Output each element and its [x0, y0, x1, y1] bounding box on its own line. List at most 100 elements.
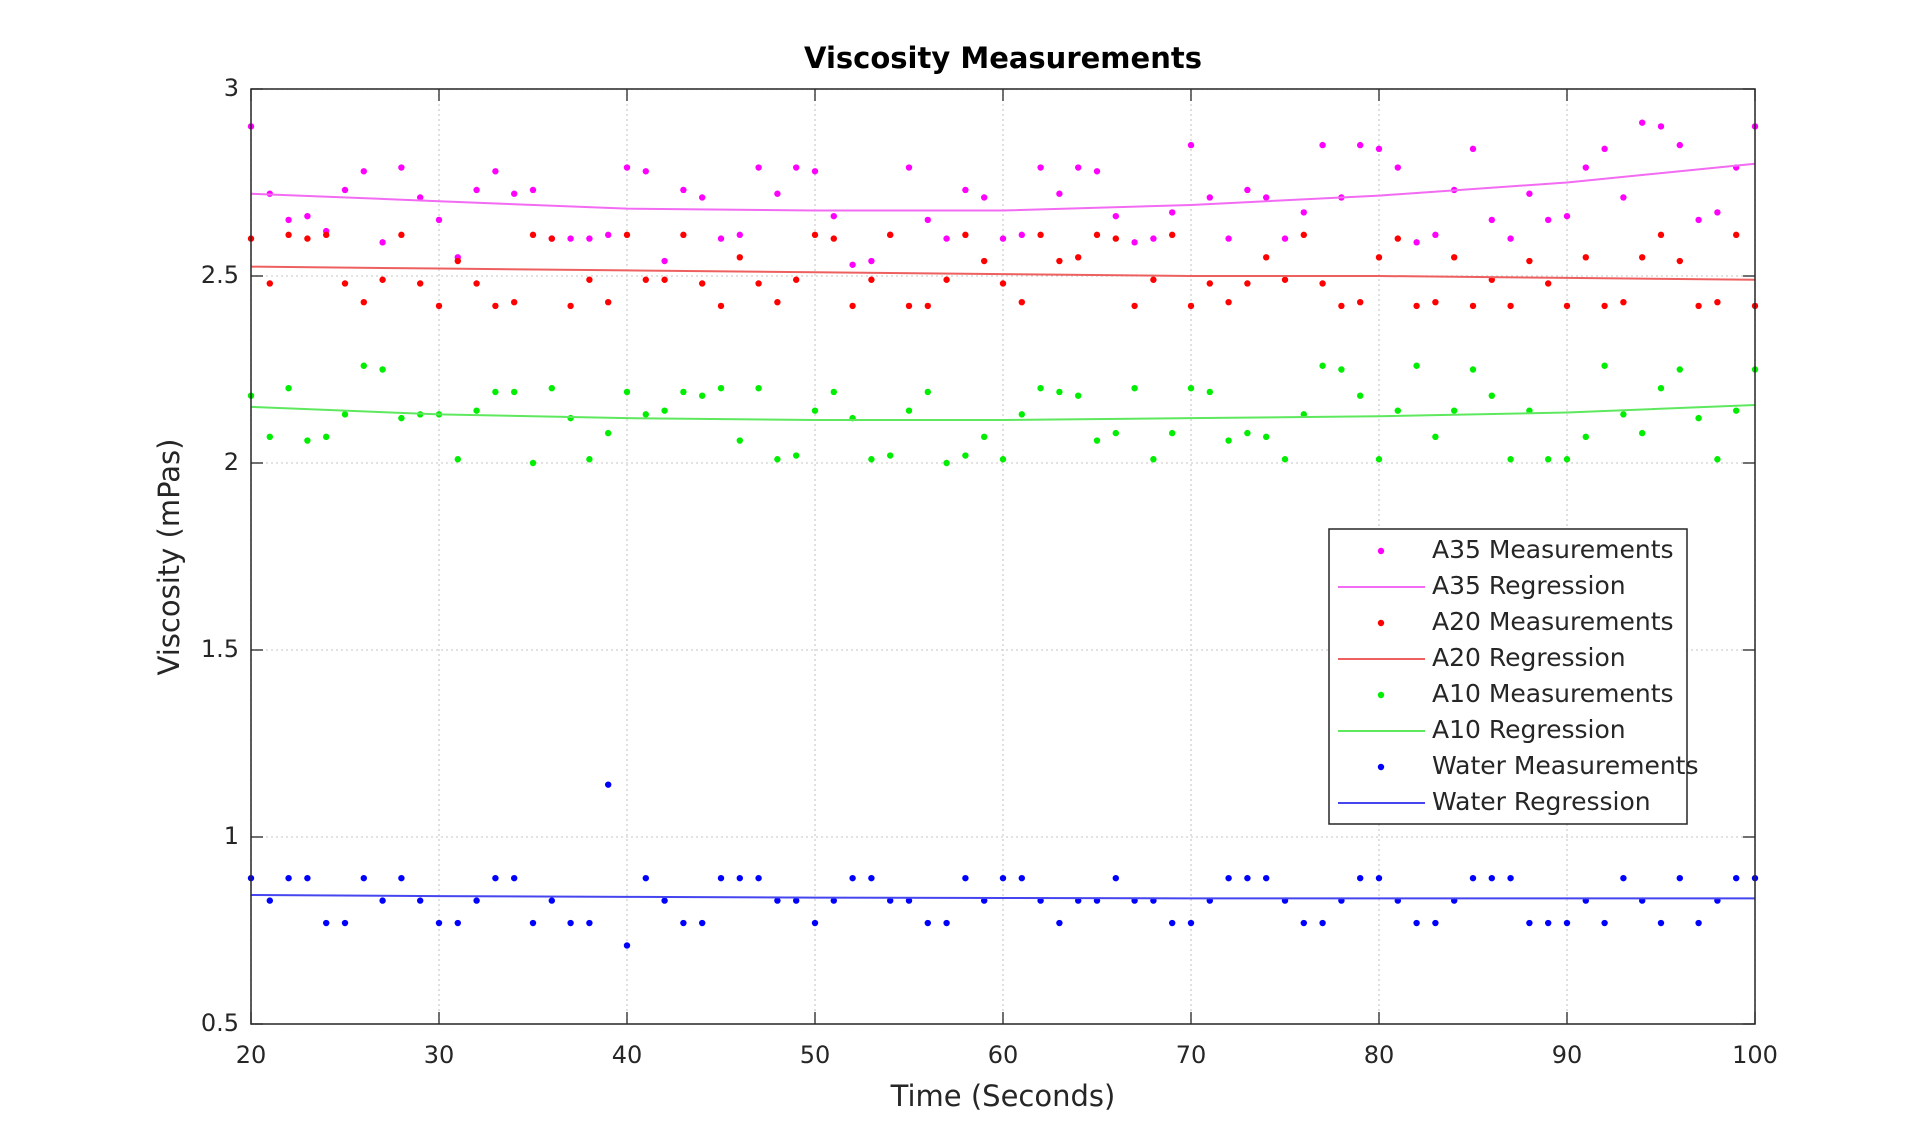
- legend-swatch: [1377, 619, 1385, 627]
- measurement-point: [830, 212, 837, 220]
- measurement-point: [1507, 456, 1514, 463]
- measurement-point: [1187, 385, 1195, 392]
- measurement-point: [1582, 164, 1590, 171]
- measurement-point: [1206, 388, 1214, 396]
- measurement-point: [1281, 235, 1289, 242]
- measurement-point: [981, 194, 988, 201]
- measurement-point: [774, 190, 781, 197]
- measurement-point: [811, 168, 819, 175]
- measurement-point: [304, 235, 311, 242]
- y-tick-label: 2.5: [201, 261, 239, 289]
- legend: A35 Measurements A35 Regression A20 Measur…: [1328, 528, 1699, 825]
- y-tick-label: 1: [224, 822, 239, 850]
- measurement-point: [1563, 212, 1571, 220]
- measurement-point: [1281, 276, 1289, 283]
- measurement-point: [1225, 298, 1232, 306]
- measurement-point: [454, 919, 461, 927]
- measurement-point: [1075, 164, 1082, 171]
- measurement-point: [924, 388, 931, 396]
- measurement-point: [1037, 231, 1044, 239]
- measurement-point: [1620, 298, 1627, 306]
- measurement-point: [1601, 362, 1608, 369]
- measurement-point: [1056, 919, 1063, 927]
- measurement-point: [680, 186, 687, 194]
- measurement-point: [680, 388, 687, 396]
- measurement-point: [943, 235, 950, 242]
- measurement-point: [285, 385, 292, 392]
- measurement-point: [868, 257, 875, 265]
- measurement-point: [642, 276, 649, 283]
- measurement-point: [360, 298, 367, 306]
- measurement-point: [511, 298, 518, 306]
- measurement-point: [999, 235, 1007, 242]
- measurement-point: [1150, 456, 1157, 463]
- measurement-point: [1507, 235, 1514, 242]
- measurement-point: [943, 276, 950, 283]
- measurement-point: [266, 433, 273, 441]
- measurement-point: [360, 168, 367, 175]
- measurement-point: [905, 302, 913, 310]
- measurement-point: [1639, 429, 1646, 437]
- measurement-point: [943, 919, 950, 927]
- measurement-point: [529, 186, 537, 194]
- measurement-point: [905, 164, 913, 171]
- measurement-point: [699, 392, 706, 399]
- measurement-point: [962, 231, 969, 239]
- measurement-point: [623, 164, 631, 171]
- measurement-point: [755, 280, 762, 287]
- measurement-point: [1206, 280, 1214, 287]
- measurement-point: [661, 407, 668, 414]
- measurement-point: [454, 257, 461, 265]
- measurement-point: [586, 919, 593, 927]
- measurement-point: [360, 874, 367, 882]
- measurement-point: [717, 302, 725, 310]
- measurement-point: [811, 231, 819, 239]
- measurement-point: [417, 194, 424, 201]
- measurement-point: [849, 261, 856, 268]
- measurement-point: [435, 216, 443, 224]
- measurement-point: [1526, 190, 1533, 197]
- x-tick-label: 20: [236, 1041, 267, 1069]
- measurement-point: [323, 433, 330, 441]
- x-tick-label: 80: [1364, 1041, 1395, 1069]
- measurement-point: [1488, 392, 1496, 399]
- measurement-point: [1300, 209, 1308, 216]
- measurement-point: [1375, 874, 1383, 882]
- measurement-point: [1432, 298, 1439, 306]
- measurement-point: [943, 459, 950, 467]
- measurement-point: [811, 407, 819, 414]
- measurement-point: [1187, 919, 1195, 927]
- x-tick-label: 70: [1176, 1041, 1207, 1069]
- measurement-point: [1244, 186, 1251, 194]
- measurement-point: [849, 874, 856, 882]
- measurement-point: [1413, 239, 1420, 246]
- measurement-point: [830, 897, 837, 904]
- x-tick-label: 30: [424, 1041, 455, 1069]
- x-tick-label: 90: [1552, 1041, 1583, 1069]
- measurement-point: [1131, 302, 1138, 310]
- measurement-point: [586, 235, 593, 242]
- measurement-point: [1394, 407, 1402, 414]
- measurement-point: [1263, 433, 1270, 441]
- measurement-point: [417, 897, 424, 904]
- measurement-point: [473, 407, 480, 414]
- measurement-point: [717, 235, 725, 242]
- legend-label: A35 Measurements: [1432, 535, 1674, 564]
- measurement-point: [1432, 433, 1439, 441]
- measurement-point: [1469, 366, 1477, 373]
- measurement-point: [623, 942, 631, 949]
- measurement-point: [1657, 231, 1665, 239]
- measurement-point: [1733, 407, 1740, 414]
- measurement-point: [623, 388, 631, 396]
- measurement-point: [1413, 919, 1420, 927]
- measurement-point: [1244, 874, 1251, 882]
- measurement-point: [1225, 235, 1232, 242]
- measurement-point: [1375, 456, 1383, 463]
- measurement-point: [1488, 276, 1496, 283]
- measurement-point: [868, 276, 875, 283]
- measurement-point: [548, 385, 555, 392]
- measurement-point: [962, 186, 969, 194]
- measurement-point: [699, 194, 706, 201]
- measurement-point: [1357, 392, 1364, 399]
- measurement-point: [774, 298, 781, 306]
